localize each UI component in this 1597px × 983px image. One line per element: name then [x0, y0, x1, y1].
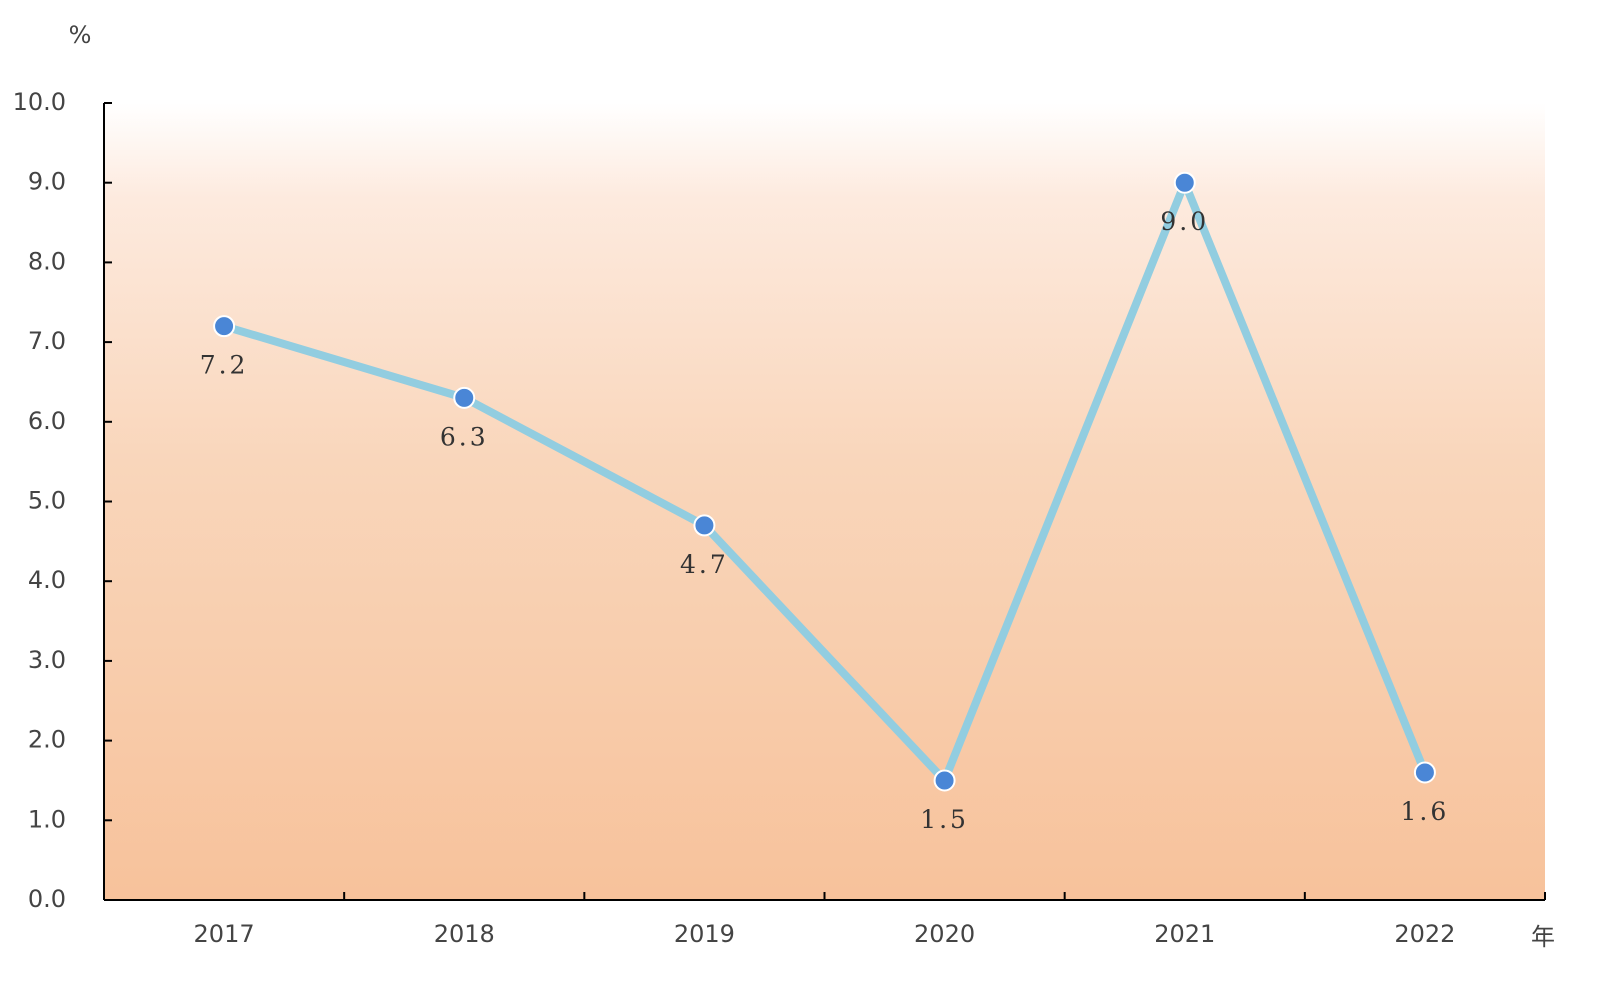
y-tick-label: 5.0 [28, 487, 66, 515]
y-tick-label: 6.0 [28, 407, 66, 435]
y-tick-label: 2.0 [28, 726, 66, 754]
x-tick-label: 2017 [194, 920, 255, 948]
x-tick-label: 2021 [1154, 920, 1215, 948]
data-label: 1.6 [1401, 797, 1450, 826]
y-tick-label: 3.0 [28, 646, 66, 674]
x-tick-label: 2020 [914, 920, 975, 948]
marker [1173, 171, 1196, 194]
y-tick-label: 4.0 [28, 566, 66, 594]
y-tick-label: 8.0 [28, 247, 66, 275]
x-axis-label: 年 [1531, 923, 1555, 951]
marker [213, 315, 236, 338]
data-label: 9.0 [1160, 207, 1209, 236]
y-tick-label: 7.0 [28, 327, 66, 355]
x-tick-label: 2019 [674, 920, 735, 948]
data-label: 1.5 [920, 805, 969, 834]
marker [693, 514, 716, 537]
line [222, 178, 1429, 785]
y-tick-label: 1.0 [28, 805, 66, 833]
y-tick-label: 10.0 [13, 88, 66, 116]
data-label: 4.7 [680, 550, 729, 579]
x-tick-label: 2022 [1394, 920, 1455, 948]
y-axis-label: % [69, 21, 92, 49]
y-tick-label: 0.0 [28, 885, 66, 913]
y-tick-label: 9.0 [28, 168, 66, 196]
x-tick-label: 2018 [434, 920, 495, 948]
marker [453, 386, 476, 409]
data-label: 6.3 [440, 422, 489, 451]
marker [933, 769, 956, 792]
data-label: 7.2 [200, 351, 249, 380]
marker [1413, 761, 1436, 784]
plot-area [104, 103, 1545, 900]
